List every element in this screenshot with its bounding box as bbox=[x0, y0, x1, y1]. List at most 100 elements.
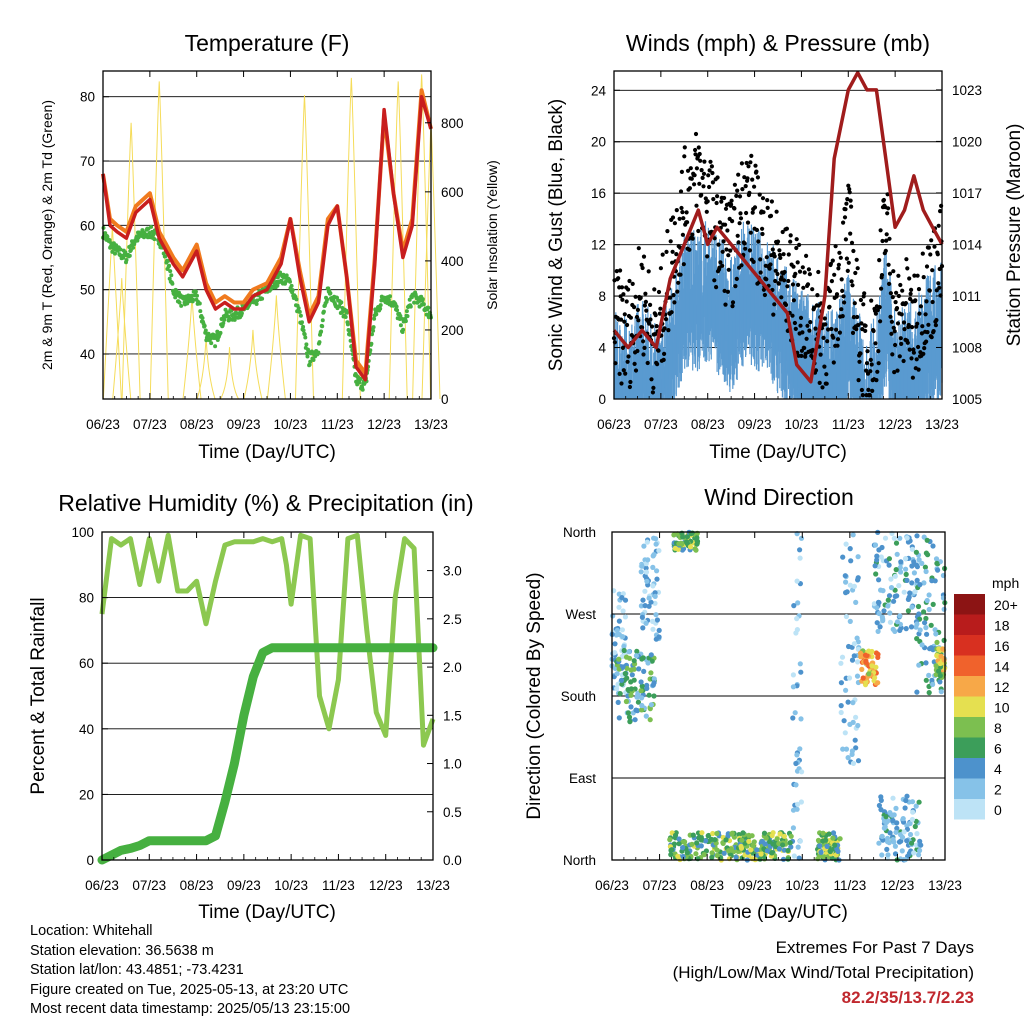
direction-point bbox=[676, 841, 682, 847]
gust-point bbox=[764, 255, 769, 260]
gust-point bbox=[777, 248, 782, 253]
direction-point bbox=[644, 685, 650, 692]
gust-point bbox=[901, 358, 906, 364]
gust-point bbox=[719, 199, 724, 204]
gust-point bbox=[689, 176, 694, 181]
legend-swatch bbox=[954, 717, 985, 738]
gust-point bbox=[753, 163, 758, 168]
dewpoint-point bbox=[325, 297, 330, 302]
gust-point bbox=[669, 310, 674, 315]
gust-point bbox=[791, 298, 797, 303]
gust-point bbox=[716, 242, 721, 247]
gust-point bbox=[764, 277, 769, 282]
legend-label: 2 bbox=[994, 782, 1002, 798]
gust-point bbox=[828, 261, 834, 266]
gust-point bbox=[676, 280, 681, 285]
direction-point bbox=[893, 567, 899, 573]
gust-point bbox=[865, 349, 870, 354]
precip-ytick-label: 1.0 bbox=[443, 757, 462, 772]
direction-point bbox=[924, 597, 930, 604]
gust-point bbox=[782, 278, 787, 283]
direction-xtick-label: 11/23 bbox=[833, 878, 866, 893]
gust-point bbox=[732, 182, 738, 187]
gust-point bbox=[786, 278, 791, 284]
humidity-xtick-label: 09/23 bbox=[227, 878, 261, 893]
gust-point bbox=[623, 371, 628, 376]
direction-point bbox=[723, 837, 729, 843]
gust-point bbox=[907, 347, 912, 352]
gust-point bbox=[889, 319, 895, 324]
gust-point bbox=[885, 211, 890, 216]
gust-point bbox=[800, 265, 805, 270]
dewpoint-point bbox=[403, 319, 408, 324]
direction-point bbox=[845, 755, 851, 761]
legend-label: 18 bbox=[994, 618, 1010, 634]
gust-point bbox=[891, 325, 896, 330]
direction-point bbox=[909, 816, 916, 823]
humidity-ytick-label: 60 bbox=[79, 656, 94, 671]
gust-point bbox=[905, 340, 910, 345]
direction-point bbox=[651, 680, 657, 686]
gust-point bbox=[742, 175, 747, 180]
gust-point bbox=[859, 321, 864, 326]
direction-point bbox=[924, 537, 930, 543]
direction-point bbox=[671, 841, 677, 847]
dewpoint-point bbox=[193, 289, 198, 294]
direction-point bbox=[643, 569, 650, 575]
gust-point bbox=[723, 302, 728, 307]
direction-point bbox=[916, 557, 922, 563]
gust-point bbox=[662, 326, 667, 331]
gust-point bbox=[830, 258, 835, 263]
direction-point bbox=[872, 563, 878, 569]
gust-point bbox=[712, 278, 717, 283]
solar-insolation-spike bbox=[243, 329, 263, 400]
direction-point bbox=[885, 603, 891, 609]
gust-point bbox=[898, 336, 903, 341]
direction-point bbox=[622, 614, 629, 620]
gust-point bbox=[896, 293, 902, 299]
direction-ylabel: Direction (Colored By Speed) bbox=[524, 572, 545, 819]
direction-point bbox=[900, 816, 906, 822]
dewpoint-point bbox=[321, 309, 326, 314]
dewpoint-point bbox=[208, 336, 213, 341]
dewpoint-point bbox=[408, 304, 413, 309]
direction-series bbox=[609, 529, 948, 863]
pressure-ytick-label: 1008 bbox=[952, 340, 982, 355]
direction-point bbox=[676, 836, 682, 842]
gust-point bbox=[915, 273, 920, 278]
direction-point bbox=[864, 652, 870, 659]
direction-point bbox=[906, 594, 912, 600]
gust-point bbox=[893, 342, 898, 348]
gust-point bbox=[622, 312, 627, 317]
humidity-xtick-label: 13/23 bbox=[416, 878, 450, 893]
gust-point bbox=[932, 244, 937, 249]
gust-point bbox=[841, 220, 846, 225]
gust-point bbox=[723, 222, 728, 227]
direction-point bbox=[913, 803, 919, 809]
direction-point bbox=[855, 722, 861, 729]
gust-point bbox=[871, 328, 876, 334]
direction-point bbox=[914, 621, 920, 627]
direction-point bbox=[850, 532, 856, 538]
direction-point bbox=[651, 676, 657, 682]
gust-point bbox=[692, 182, 697, 187]
gust-point bbox=[913, 298, 918, 303]
direction-point bbox=[614, 627, 620, 634]
direction-point bbox=[817, 843, 823, 849]
gust-point bbox=[810, 287, 815, 292]
direction-point bbox=[907, 820, 913, 827]
gust-point bbox=[665, 229, 670, 234]
dewpoint-point bbox=[127, 253, 132, 258]
gust-point bbox=[717, 220, 723, 225]
solar-ytick-label: 600 bbox=[441, 185, 464, 200]
gust-point bbox=[859, 387, 865, 393]
direction-point bbox=[684, 539, 690, 545]
gust-point bbox=[858, 351, 863, 356]
gust-point bbox=[706, 173, 711, 178]
gust-point bbox=[680, 232, 686, 237]
dewpoint-point bbox=[386, 297, 391, 302]
gust-point bbox=[776, 281, 782, 286]
direction-point bbox=[871, 601, 878, 607]
gust-point bbox=[908, 291, 913, 296]
direction-point bbox=[790, 807, 797, 813]
